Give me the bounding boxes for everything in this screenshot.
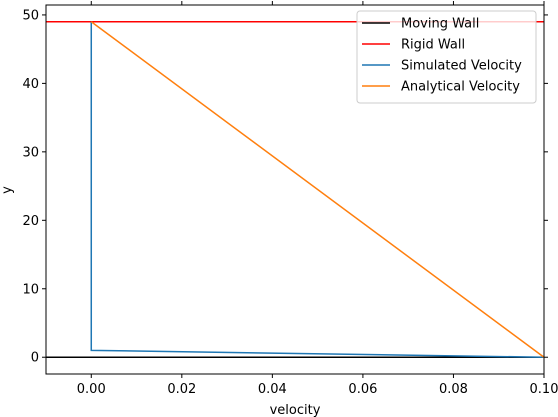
x-tick-label: 0.06 (348, 382, 377, 397)
y-tick-label: 0 (31, 351, 39, 366)
y-tick-label: 10 (22, 282, 39, 297)
y-tick-label: 50 (22, 8, 39, 23)
legend-label: Simulated Velocity (401, 59, 522, 74)
x-tick-label: 0.08 (439, 382, 468, 397)
y-tick-label: 40 (22, 77, 39, 92)
legend-box (356, 10, 537, 104)
series-line-analytical-velocity (90, 21, 545, 358)
x-tick-label: 0.00 (77, 382, 106, 397)
legend: Moving Wall Rigid Wall Simulated Velocity A… (356, 10, 537, 104)
legend-label: Moving Wall (401, 17, 479, 32)
y-axis-label: y (0, 186, 15, 194)
x-tick-label: 0.02 (167, 382, 196, 397)
series-layer (46, 21, 545, 358)
x-ticks: 0.00 0.02 0.04 0.06 0.08 0.10 (77, 1, 558, 397)
legend-label: Analytical Velocity (401, 80, 520, 95)
y-tick-label: 20 (22, 214, 39, 229)
legend-label: Rigid Wall (401, 38, 465, 53)
series-line-simulated-velocity (90, 21, 545, 358)
plot-frame (45, 4, 545, 375)
x-tick-label: 0.10 (530, 382, 558, 397)
x-axis-label: velocity (270, 403, 321, 417)
y-ticks: 0 10 20 30 40 50 (22, 8, 548, 366)
y-tick-label: 30 (22, 145, 39, 160)
x-tick-label: 0.04 (258, 382, 287, 397)
